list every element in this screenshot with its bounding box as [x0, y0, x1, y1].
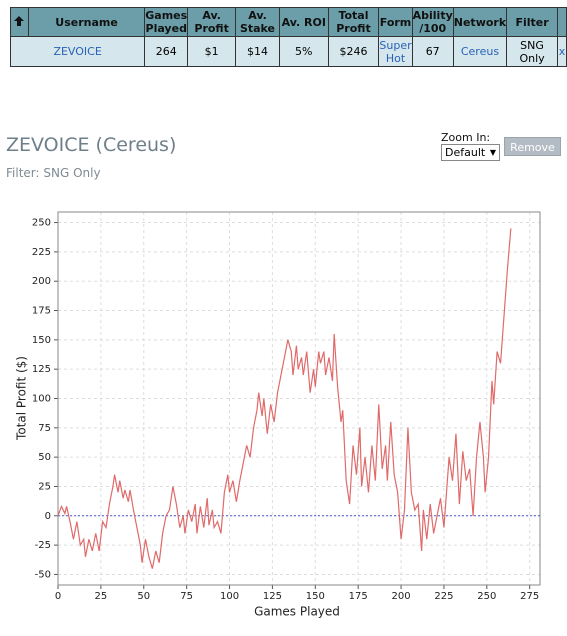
sort-icon[interactable] — [10, 7, 29, 37]
y-tick-label: 50 — [38, 452, 51, 463]
network-link[interactable]: Cereus — [452, 36, 508, 67]
y-axis-label: Total Profit ($) — [15, 356, 29, 441]
plot-frame — [57, 211, 541, 586]
header-cell[interactable]: Games Played — [144, 7, 189, 37]
y-tick-label: 225 — [32, 247, 51, 258]
header-cell — [556, 7, 567, 37]
header-cell[interactable]: Username — [27, 7, 146, 37]
y-tick-label: -25 — [35, 540, 51, 551]
x-tick-label: 150 — [306, 591, 325, 602]
x-axis-label: Games Played — [254, 605, 340, 619]
remove-link[interactable]: x — [556, 36, 567, 67]
username-link[interactable]: ZEVOICE — [9, 36, 146, 67]
header-cell[interactable]: Total Profit — [327, 7, 380, 37]
x-tick-label: 225 — [434, 591, 453, 602]
y-tick-label: 150 — [32, 335, 51, 346]
x-tick-label: 100 — [220, 591, 239, 602]
cell: 264 — [144, 36, 189, 67]
header-cell[interactable]: Form — [378, 7, 413, 37]
x-tick-label: 250 — [477, 591, 496, 602]
remove-button[interactable]: Remove — [504, 137, 561, 156]
y-tick-label: -50 — [35, 569, 51, 580]
header-cell[interactable]: Av. ROI — [278, 7, 329, 37]
y-tick-label: 250 — [32, 218, 51, 229]
x-tick-label: 50 — [137, 591, 150, 602]
cell: 67 — [411, 36, 454, 67]
y-tick-label: 175 — [32, 306, 51, 317]
arrow-icon — [14, 15, 25, 26]
header-cell[interactable]: Network — [452, 7, 508, 37]
y-tick-label: 0 — [45, 511, 51, 522]
cell: $14 — [235, 36, 280, 67]
filter-label: Filter: SNG Only — [6, 166, 101, 180]
header-cell[interactable]: Av. Profit — [187, 7, 237, 37]
y-tick-label: 125 — [32, 364, 51, 375]
x-tick-label: 0 — [55, 591, 61, 602]
zoom-value: Default — [445, 146, 486, 159]
x-tick-label: 200 — [392, 591, 411, 602]
cell: 5% — [278, 36, 329, 67]
zoom-label: Zoom In: — [441, 131, 491, 144]
cell: $1 — [187, 36, 237, 67]
x-tick-label: 175 — [349, 591, 368, 602]
header-cell[interactable]: Ability /100 — [411, 7, 454, 37]
cell: $246 — [327, 36, 380, 67]
cell: SNG Only — [506, 36, 558, 67]
x-tick-label: 25 — [95, 591, 108, 602]
player-title: ZEVOICE (Cereus) — [6, 134, 177, 156]
y-tick-label: 75 — [38, 423, 51, 434]
header-cell[interactable]: Filter — [506, 7, 558, 37]
y-tick-label: 100 — [32, 394, 51, 405]
zoom-select[interactable]: Default ▼ — [441, 144, 500, 161]
header-row: Username Games Played Av. Profit Av. Sta… — [10, 7, 567, 37]
y-tick-label: 25 — [38, 481, 51, 492]
x-tick-label: 275 — [520, 591, 539, 602]
x-tick-label: 75 — [180, 591, 193, 602]
x-tick-label: 125 — [263, 591, 282, 602]
form-link[interactable]: Super Hot — [378, 36, 413, 67]
stats-table: Username Games Played Av. Profit Av. Sta… — [9, 7, 567, 67]
y-tick-label: 200 — [32, 276, 51, 287]
dropdown-arrow: ▼ — [489, 148, 496, 157]
header-cell[interactable]: Av. Stake — [235, 7, 280, 37]
data-row: ZEVOICE 264 $1 $14 5% $246 Super Hot 67 … — [9, 36, 567, 67]
profit-line — [57, 228, 512, 569]
